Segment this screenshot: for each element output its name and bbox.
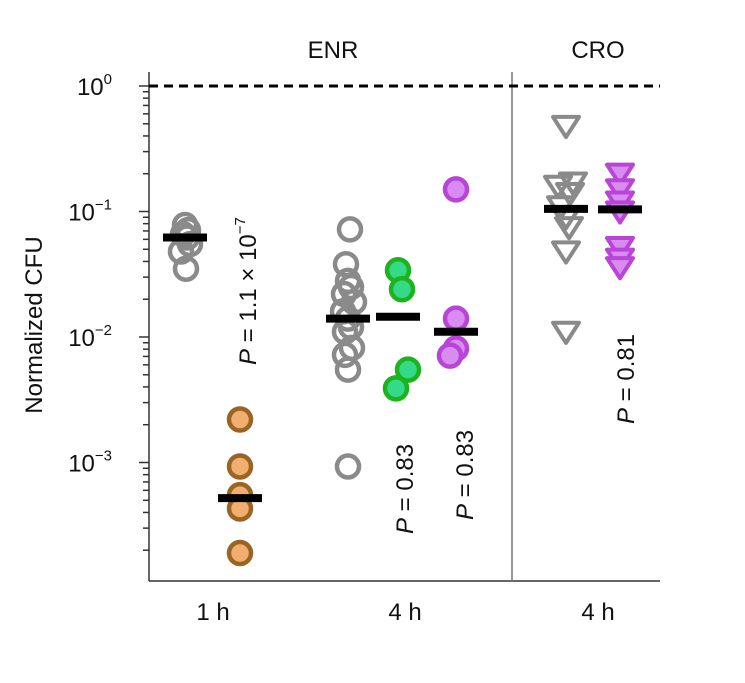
median-bars (163, 204, 642, 503)
p-value-label: P = 0.81 (613, 334, 640, 424)
data-point-circle (226, 453, 254, 480)
y-tick-exponent: 0 (104, 71, 112, 88)
p-value-exponent: −7 (232, 217, 249, 234)
p-value-label: P = 1.1 × 10−7 (232, 217, 262, 365)
data-point-circle (331, 341, 359, 369)
y-tick-label: 10−1 (68, 197, 112, 227)
p-value-labels: P = 1.1 × 10−7P = 0.83 P = 0.83P = 0.81 (232, 217, 640, 534)
data-point-circle (334, 356, 362, 383)
y-axis-ticks: 100 10−1 10−2 10−3 (68, 71, 149, 551)
data-point-circle (388, 276, 416, 303)
data-point-circle (442, 176, 470, 203)
x-label-enr-4h: 4 h (388, 599, 421, 626)
p-symbol: P (392, 518, 419, 534)
p-symbol: P (235, 349, 262, 365)
y-tick-exponent: −2 (95, 322, 112, 339)
data-point-triangle (605, 256, 635, 281)
panel-title-enr: ENR (308, 37, 359, 64)
data-point-circle (336, 216, 364, 243)
data-point-triangle (554, 216, 584, 241)
data-point-triangle (555, 182, 585, 207)
data-point-circle (436, 342, 464, 369)
x-label-enr-1h: 1 h (196, 599, 229, 626)
p-value-text: = 0.83 (392, 444, 419, 518)
data-point-triangle (543, 174, 573, 199)
y-tick-exponent: −3 (95, 448, 112, 465)
y-axis-label: Normalized CFU (21, 236, 48, 413)
panel-title-cro: CRO (571, 37, 624, 64)
data-point-circle (334, 453, 362, 480)
data-point-circle (394, 356, 422, 383)
p-value-label: P = 0.83 (452, 430, 479, 520)
data-point-circle (442, 305, 470, 332)
y-tick-label: 100 (77, 71, 112, 101)
data-point-triangle (605, 178, 635, 203)
data-point-circle (382, 375, 410, 402)
data-point-circle (226, 406, 254, 433)
data-point-triangle (605, 162, 635, 187)
x-label-cro-4h: 4 h (581, 599, 614, 626)
data-point-circle (337, 273, 365, 301)
p-symbol: P (452, 504, 479, 520)
data-point-triangle (551, 320, 581, 345)
y-tick-label: 10−3 (68, 448, 112, 478)
p-symbol: P (613, 408, 640, 424)
data-point-triangle (551, 240, 581, 265)
p-value-label: P = 0.83 (392, 444, 419, 534)
p-value-text: = 1.1 × 10 (235, 234, 262, 349)
data-point-circle (172, 255, 200, 282)
p-value-text: = 0.83 (452, 430, 479, 504)
data-point-triangle (551, 114, 581, 140)
p-value-text: = 0.81 (613, 334, 640, 408)
y-tick-exponent: −1 (95, 197, 112, 214)
y-tick-label: 10−2 (68, 322, 112, 352)
data-point-circle (226, 539, 254, 567)
